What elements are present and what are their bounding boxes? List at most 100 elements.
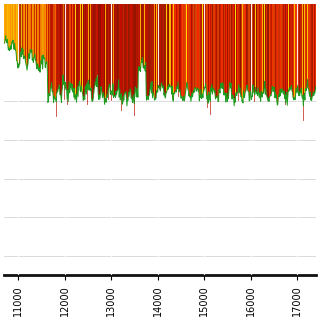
Bar bbox=[174, 4, 175, 93]
Bar bbox=[29, 4, 30, 59]
Bar bbox=[6, 4, 7, 43]
Bar bbox=[32, 4, 33, 60]
Bar bbox=[66, 4, 67, 90]
Bar bbox=[60, 4, 61, 96]
Bar bbox=[36, 4, 37, 66]
Bar bbox=[4, 4, 5, 43]
Bar bbox=[20, 4, 21, 56]
Bar bbox=[276, 4, 277, 101]
Bar bbox=[296, 4, 297, 91]
Bar bbox=[290, 4, 291, 88]
Bar bbox=[60, 4, 61, 95]
Bar bbox=[228, 4, 229, 99]
Bar bbox=[188, 4, 189, 96]
Bar bbox=[195, 4, 196, 88]
Bar bbox=[302, 4, 303, 99]
Bar bbox=[67, 4, 68, 99]
Bar bbox=[13, 4, 14, 45]
Bar bbox=[169, 4, 170, 84]
Bar bbox=[114, 4, 115, 96]
Bar bbox=[159, 4, 160, 89]
Bar bbox=[35, 4, 36, 60]
Bar bbox=[298, 4, 299, 90]
Bar bbox=[92, 4, 93, 101]
Bar bbox=[141, 4, 142, 60]
Bar bbox=[306, 4, 307, 91]
Bar bbox=[34, 4, 35, 56]
Bar bbox=[249, 4, 250, 101]
Bar bbox=[227, 4, 228, 101]
Bar bbox=[258, 4, 259, 92]
Bar bbox=[269, 4, 270, 97]
Bar bbox=[162, 4, 163, 87]
Bar bbox=[45, 4, 46, 63]
Bar bbox=[283, 4, 284, 94]
Bar bbox=[149, 4, 150, 91]
Bar bbox=[88, 4, 89, 80]
Bar bbox=[137, 4, 138, 88]
Bar bbox=[62, 4, 63, 88]
Bar bbox=[247, 4, 248, 90]
Bar bbox=[204, 4, 205, 88]
Bar bbox=[176, 4, 177, 92]
Bar bbox=[278, 4, 279, 97]
Bar bbox=[234, 4, 235, 106]
Bar bbox=[106, 4, 107, 102]
Bar bbox=[262, 4, 263, 92]
Bar bbox=[100, 4, 101, 95]
Bar bbox=[237, 4, 238, 93]
Bar bbox=[11, 4, 12, 47]
Bar bbox=[71, 4, 72, 85]
Bar bbox=[310, 4, 311, 100]
Bar bbox=[190, 4, 191, 96]
Bar bbox=[274, 4, 275, 87]
Bar bbox=[165, 4, 166, 98]
Bar bbox=[256, 4, 257, 94]
Bar bbox=[9, 4, 10, 51]
Bar bbox=[131, 4, 132, 98]
Bar bbox=[252, 4, 253, 85]
Bar bbox=[179, 4, 180, 91]
Bar bbox=[174, 4, 175, 94]
Bar bbox=[191, 4, 192, 97]
Bar bbox=[217, 4, 218, 96]
Bar bbox=[277, 4, 278, 104]
Bar bbox=[138, 4, 139, 67]
Bar bbox=[72, 4, 73, 84]
Bar bbox=[284, 4, 285, 99]
Bar bbox=[259, 4, 260, 93]
Bar bbox=[167, 4, 168, 87]
Bar bbox=[297, 4, 298, 85]
Bar bbox=[95, 4, 96, 85]
Bar bbox=[83, 4, 84, 100]
Bar bbox=[234, 4, 235, 99]
Bar bbox=[183, 4, 184, 96]
Bar bbox=[308, 4, 309, 89]
Bar bbox=[126, 4, 127, 99]
Bar bbox=[311, 4, 312, 100]
Bar bbox=[80, 4, 81, 92]
Bar bbox=[272, 4, 273, 86]
Bar bbox=[48, 4, 49, 101]
Bar bbox=[211, 4, 212, 92]
Bar bbox=[116, 4, 117, 95]
Bar bbox=[107, 4, 108, 95]
Bar bbox=[166, 4, 167, 93]
Bar bbox=[102, 4, 103, 98]
Bar bbox=[134, 4, 135, 94]
Bar bbox=[199, 4, 200, 101]
Bar bbox=[65, 4, 66, 82]
Bar bbox=[23, 4, 24, 59]
Bar bbox=[132, 4, 133, 103]
Bar bbox=[240, 4, 241, 94]
Bar bbox=[246, 4, 247, 86]
Bar bbox=[175, 4, 176, 91]
Bar bbox=[189, 4, 190, 94]
Bar bbox=[150, 4, 151, 87]
Bar bbox=[31, 4, 32, 50]
Bar bbox=[203, 4, 204, 91]
Bar bbox=[303, 4, 304, 106]
Bar bbox=[312, 4, 313, 96]
Bar bbox=[7, 4, 8, 40]
Bar bbox=[259, 4, 260, 97]
